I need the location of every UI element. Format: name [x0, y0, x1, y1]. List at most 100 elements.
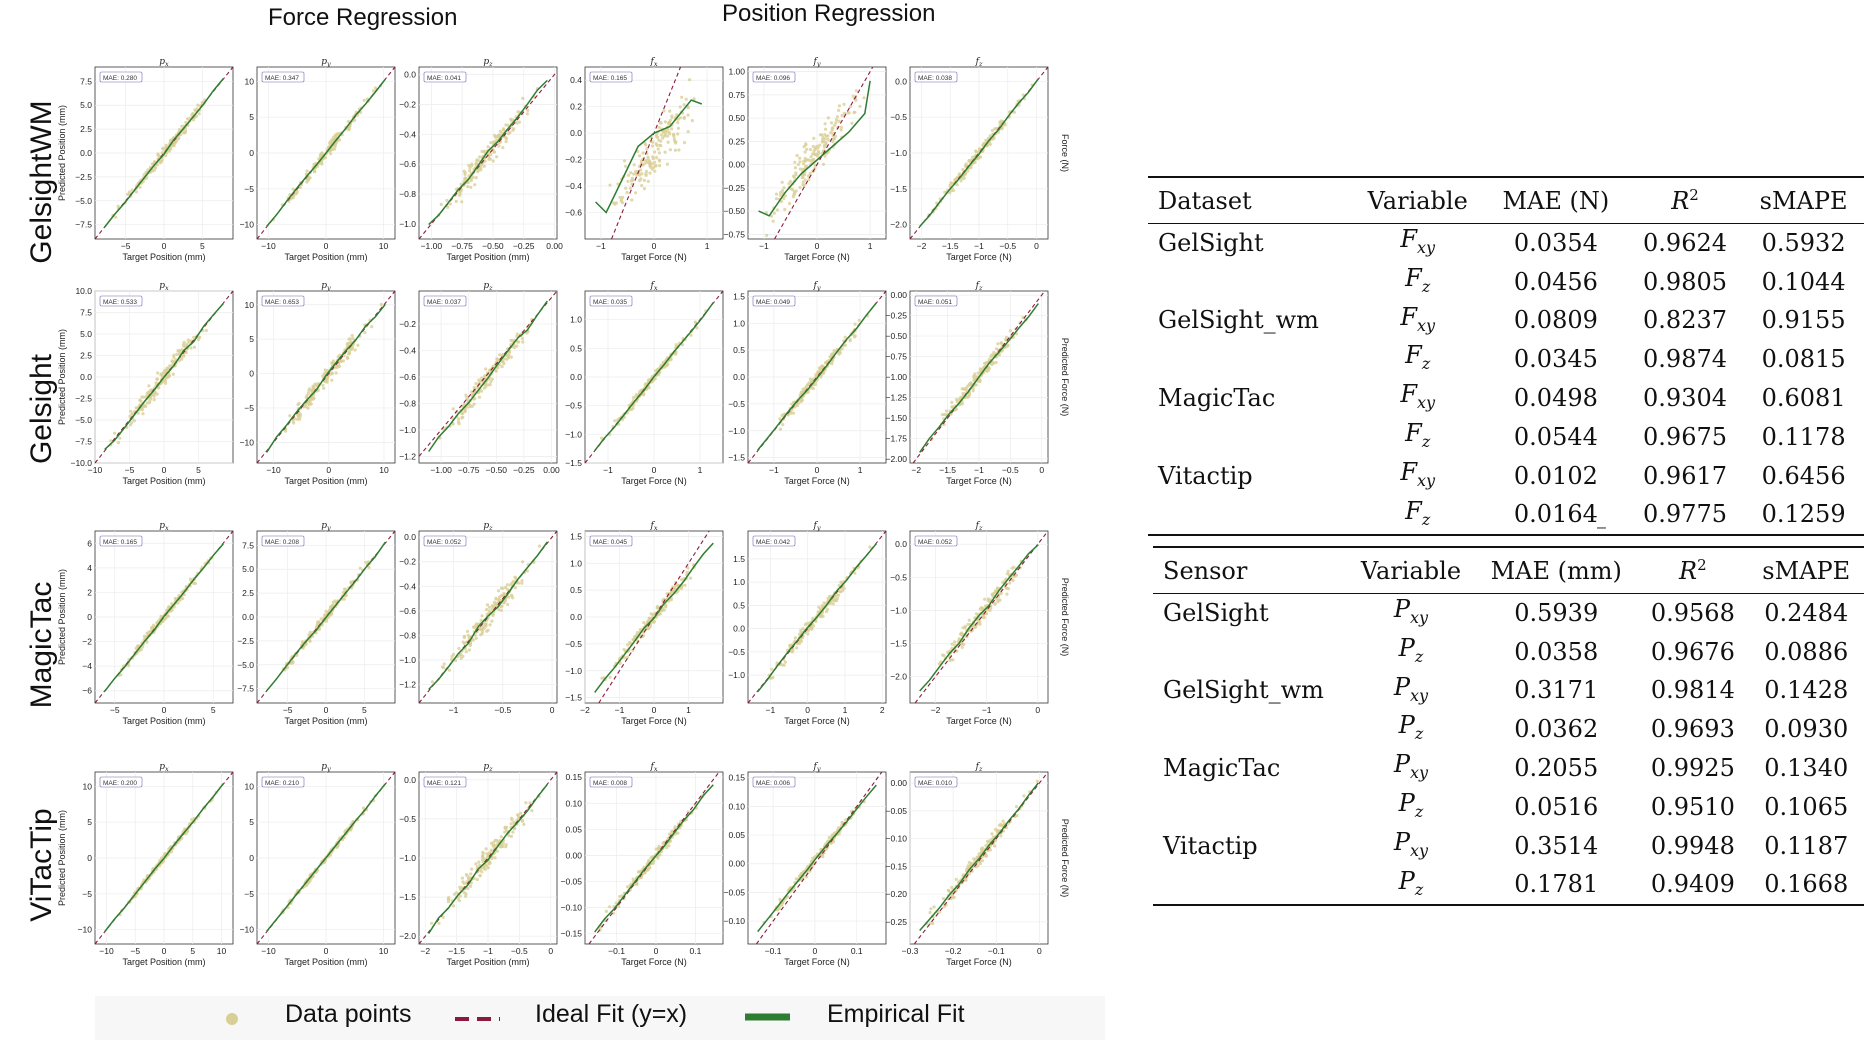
data-point	[1006, 343, 1010, 347]
data-point	[687, 78, 692, 82]
row-label: GelSight	[1163, 598, 1269, 627]
data-point	[824, 127, 828, 131]
data-point	[999, 341, 1003, 345]
y-tick-label: −1.5	[565, 458, 582, 468]
data-point	[990, 128, 995, 133]
y-axis-label: Predicted Force (N)	[1060, 338, 1070, 417]
data-point	[770, 667, 774, 671]
subplot-title: pz	[483, 762, 493, 773]
y-tick-label: 10	[245, 781, 255, 791]
mae-box	[914, 295, 958, 307]
y-tick-label: 7.5	[80, 76, 92, 86]
y-tick-label: −5.0	[237, 660, 254, 670]
subplot-r0-c4: −1 0 1−0.75−0.50−0.250.000.250.500.751.00M…	[723, 57, 887, 262]
y-tick-label: 1.00	[728, 67, 745, 77]
data-point	[812, 136, 816, 140]
x-tick-label: −1.00	[430, 465, 452, 475]
subplot-title: px	[159, 57, 169, 68]
data-point	[469, 884, 473, 888]
data-point	[689, 333, 693, 337]
data-point	[803, 150, 807, 154]
table-row: Fz 0.0345 0.9874 0.0815	[1148, 340, 1864, 379]
data-point	[481, 854, 485, 858]
data-point	[500, 365, 504, 369]
empirical-fit-line	[919, 303, 1039, 453]
data-point	[632, 172, 636, 176]
y-tick-label: 0	[249, 853, 254, 863]
data-point	[517, 340, 521, 344]
row-label: GelSight_wm	[1158, 306, 1319, 335]
data-point	[172, 355, 176, 359]
subplot-title: pz	[483, 521, 493, 532]
data-point	[765, 233, 769, 237]
y-tick-label: −10	[240, 220, 255, 230]
data-point	[848, 338, 852, 342]
data-point	[446, 205, 450, 209]
data-point	[659, 121, 663, 125]
table-header-row: Dataset Variable MAE (N) R2 sMAPE	[1148, 177, 1864, 224]
x-tick-label: −0.3	[902, 946, 919, 956]
data-point	[977, 621, 981, 625]
row-mae: 0.0544	[1513, 422, 1598, 451]
x-axis-label: Target Position (mm)	[122, 252, 205, 262]
data-point	[600, 436, 604, 440]
data-point	[164, 143, 168, 147]
data-point	[654, 164, 658, 168]
regression-figure: −5 0 5−7.5−5.0−2.50.02.55.07.5 MAE: 0.280px…	[57, 57, 1070, 967]
y-tick-label: 5.0	[80, 329, 92, 339]
y-tick-label: 7.5	[80, 308, 92, 318]
variable-subscript: z	[1414, 724, 1424, 744]
data-point	[835, 596, 840, 601]
data-point	[346, 356, 350, 360]
data-point	[793, 160, 797, 164]
y-tick-label: −6	[82, 686, 92, 696]
y-tick-label: 0.00	[890, 778, 907, 788]
x-axis-label: Target Force (N)	[784, 957, 850, 967]
data-point	[608, 675, 612, 679]
data-point	[663, 150, 667, 154]
data-point	[442, 662, 446, 666]
data-point	[469, 177, 473, 181]
data-point	[172, 360, 176, 364]
data-point	[646, 179, 650, 183]
data-point	[931, 921, 935, 926]
y-tick-label: 10	[83, 781, 93, 791]
data-point	[451, 407, 455, 411]
data-point	[642, 621, 646, 625]
x-tick-label: −0.25	[513, 241, 535, 251]
y-tick-label: 5	[249, 817, 254, 827]
data-point	[857, 318, 861, 322]
data-point	[145, 401, 149, 405]
variable-subscript: xy	[1417, 237, 1436, 257]
y-tick-label: −5	[244, 889, 254, 899]
x-tick-label: 0	[162, 241, 167, 251]
data-point	[779, 190, 783, 195]
data-point	[522, 822, 526, 827]
y-tick-label: −1.0	[399, 853, 416, 863]
subplot-r1-c2: −1.00 −0.75 −0.50 −0.25 0.00−1.2−1.0−0.8−0.6…	[399, 281, 560, 475]
variable-subscript: z	[1414, 646, 1424, 666]
mae-box	[261, 71, 305, 83]
data-point	[951, 188, 956, 193]
data-point	[992, 136, 996, 140]
x-tick-label: 0	[324, 241, 329, 251]
data-point	[499, 835, 503, 839]
data-point	[346, 119, 350, 124]
x-axis-label: Target Position (mm)	[122, 957, 205, 967]
data-point	[809, 155, 813, 159]
data-point	[647, 858, 651, 863]
data-point	[987, 366, 991, 371]
data-point	[331, 600, 335, 604]
data-point	[508, 583, 513, 587]
data-point	[643, 141, 647, 145]
data-point	[130, 421, 134, 425]
subplot-r1-c0: −10 −5 0 5−10.0−7.5−5.0−2.50.02.55.07.510.0…	[57, 281, 234, 486]
data-point	[967, 394, 971, 398]
data-point	[155, 377, 159, 381]
data-point	[791, 174, 796, 178]
data-point	[516, 110, 520, 114]
data-point	[350, 333, 354, 338]
data-point	[967, 159, 971, 163]
data-point	[842, 111, 847, 115]
y-tick-label: −2.5	[75, 394, 92, 404]
